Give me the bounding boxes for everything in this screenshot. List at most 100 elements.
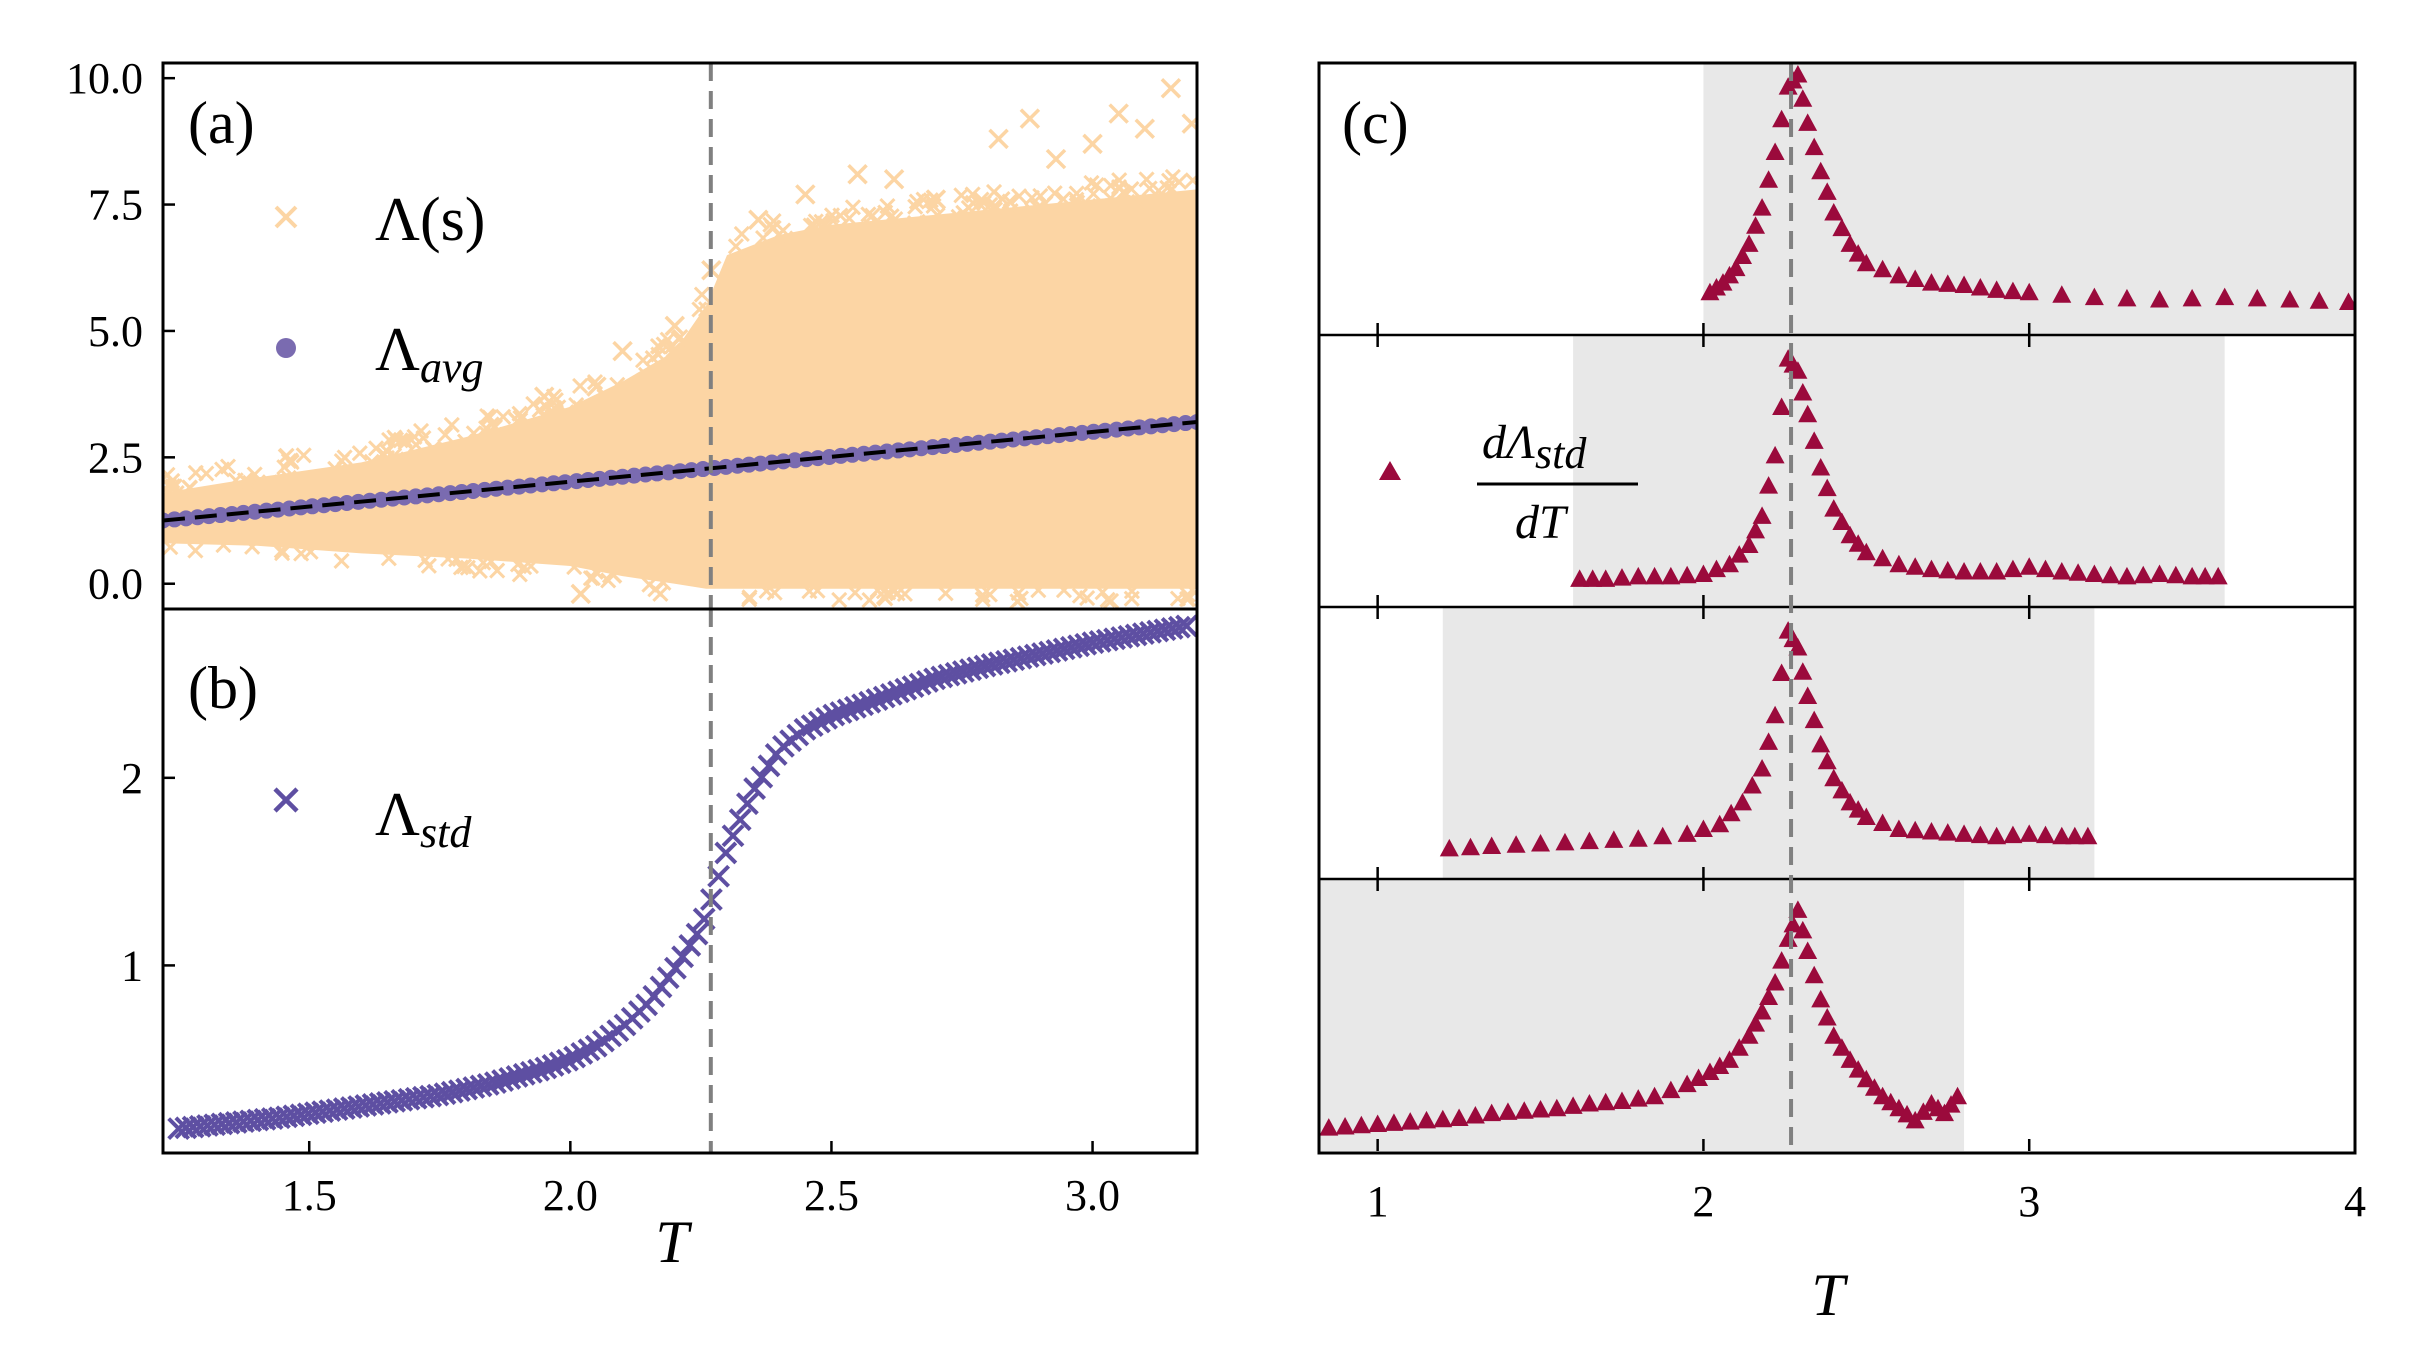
lambda-s-marker: [831, 591, 848, 609]
lambda-s-marker-stroke2: [887, 211, 904, 228]
lambda-avg-point: [1074, 424, 1091, 441]
derivative-point: [2150, 564, 2170, 582]
lambda-std-point-stroke2: [469, 1074, 493, 1098]
lambda-s-marker-stroke2: [302, 543, 319, 560]
lambda-s-marker-stroke2: [572, 400, 589, 417]
legend-derivative-marker: [1379, 461, 1401, 480]
lambda-std-point-stroke2: [340, 1096, 363, 1119]
derivative-point: [2052, 285, 2072, 303]
lambda-avg-point: [338, 495, 355, 512]
lambda-avg-point: [786, 452, 803, 469]
lambda-s-marker: [572, 377, 589, 394]
panel-a-y-tick-label: 10.0: [66, 54, 143, 103]
lambda-s-marker: [535, 407, 552, 424]
lambda-std-point-stroke2: [966, 656, 990, 680]
lambda-s-marker-stroke2: [456, 433, 474, 450]
lambda-s-marker: [691, 301, 708, 318]
lambda-s-marker: [163, 539, 179, 556]
lambda-std-point-stroke2: [743, 777, 767, 801]
lambda-s-marker: [929, 207, 946, 224]
lambda-std-point-stroke2: [404, 1086, 428, 1110]
lambda-s-marker-stroke2: [572, 377, 589, 394]
lambda-s-marker-stroke2: [486, 426, 503, 443]
lambda-s-marker: [1138, 171, 1155, 188]
lambda-s-marker: [1032, 187, 1049, 205]
panel-b-x-tick-label: 2.5: [804, 1171, 859, 1220]
derivative-point: [2101, 565, 2121, 584]
lambda-s-marker-stroke2: [333, 552, 350, 569]
legend-lambda-avg-main: Λ: [375, 316, 420, 384]
lambda-std-point: [527, 1058, 551, 1082]
derivative-point: [2052, 826, 2072, 845]
panel-b-frame: [161, 607, 1199, 1155]
derivative-point: [1752, 506, 1772, 524]
lambda-s-marker: [166, 478, 183, 495]
derivative-point: [1759, 732, 1779, 750]
lambda-avg-point: [465, 482, 482, 499]
lambda-s-outlier: [1160, 78, 1182, 99]
derivative-point: [1439, 838, 1459, 857]
lambda-s-outlier-stroke2: [795, 184, 816, 205]
panel-a-label: (a): [188, 90, 255, 156]
derivative-point: [1938, 274, 1958, 292]
lambda-s-marker: [242, 474, 259, 491]
lambda-std-point-stroke2: [671, 945, 695, 969]
lambda-s-marker: [1055, 582, 1072, 599]
legend-derivative-numerator: dΛstd: [1482, 416, 1587, 478]
derivative-point: [1881, 1092, 1901, 1111]
lambda-s-outlier-stroke2: [1181, 115, 1197, 134]
lambda-s-marker-stroke2: [864, 207, 881, 224]
lambda-s-marker-stroke2: [1092, 197, 1109, 215]
lambda-s-marker-stroke2: [386, 447, 403, 464]
derivative-point: [1772, 109, 1792, 128]
derivative-point: [1729, 1038, 1749, 1056]
lambda-s-marker-stroke2: [1001, 193, 1018, 210]
lambda-s-marker: [755, 230, 772, 247]
lambda-s-marker-stroke2: [1055, 582, 1072, 599]
lambda-s-marker: [471, 562, 488, 580]
derivative-point: [1921, 559, 1941, 578]
panel-b-lambda-std: 12 1.5 2.0 2.5 3.0 (b) Λstd T: [121, 607, 1199, 1275]
derivative-point: [1596, 569, 1616, 587]
lambda-s-marker: [215, 536, 232, 554]
lambda-std-point: [556, 1048, 579, 1072]
derivative-point: [1465, 1106, 1485, 1124]
lambda-avg-point: [982, 433, 999, 450]
lambda-std-point-stroke2: [397, 1087, 421, 1111]
legend-lambda-std-x-stroke2: [273, 787, 299, 813]
derivative-point: [1913, 1102, 1933, 1120]
lambda-std-point-stroke2: [361, 1093, 385, 1116]
derivative-point: [1570, 569, 1590, 587]
lambda-s-marker-stroke2: [973, 191, 990, 208]
lambda-s-marker-stroke2: [1141, 180, 1158, 197]
lambda-s-marker-stroke2: [280, 469, 297, 486]
lambda-s-marker: [584, 570, 601, 587]
lambda-s-marker-stroke2: [758, 582, 775, 600]
lambda-s-marker-stroke2: [295, 447, 312, 464]
lambda-std-point: [520, 1060, 543, 1084]
lambda-s-marker: [392, 432, 409, 449]
panel-c-subplot-2: [1319, 333, 2355, 607]
panel-c-derivative: 1 2 3 4 (c) dΛstd dT T: [1317, 61, 2366, 1328]
lambda-s-marker-stroke2: [1110, 178, 1128, 196]
panel-b-x-tick-label: 2.0: [543, 1171, 598, 1220]
lambda-avg-point: [373, 491, 390, 508]
lambda-s-marker-stroke2: [380, 550, 397, 567]
lambda-s-marker-stroke2: [273, 542, 290, 559]
derivative-point: [1531, 834, 1551, 852]
panel-b-x-tick-label: 3.0: [1065, 1171, 1120, 1220]
lambda-s-marker: [1102, 592, 1120, 609]
panel-c-subplot-3: [1319, 605, 2355, 879]
derivative-point: [2280, 290, 2300, 308]
lambda-s-marker-stroke2: [825, 212, 842, 229]
lambda-std-point-stroke2: [1074, 632, 1098, 656]
lambda-s-marker-stroke2: [187, 464, 204, 481]
derivative-point: [1954, 562, 1974, 580]
lambda-s-marker-stroke2: [831, 591, 848, 609]
lambda-std-point-stroke2: [1103, 627, 1126, 651]
derivative-point: [1905, 269, 1925, 287]
lambda-s-marker-stroke2: [906, 214, 924, 232]
lambda-s-outlier-stroke2: [570, 583, 592, 605]
lambda-std-point-stroke2: [325, 1098, 349, 1122]
lambda-s-marker-stroke2: [755, 230, 772, 247]
